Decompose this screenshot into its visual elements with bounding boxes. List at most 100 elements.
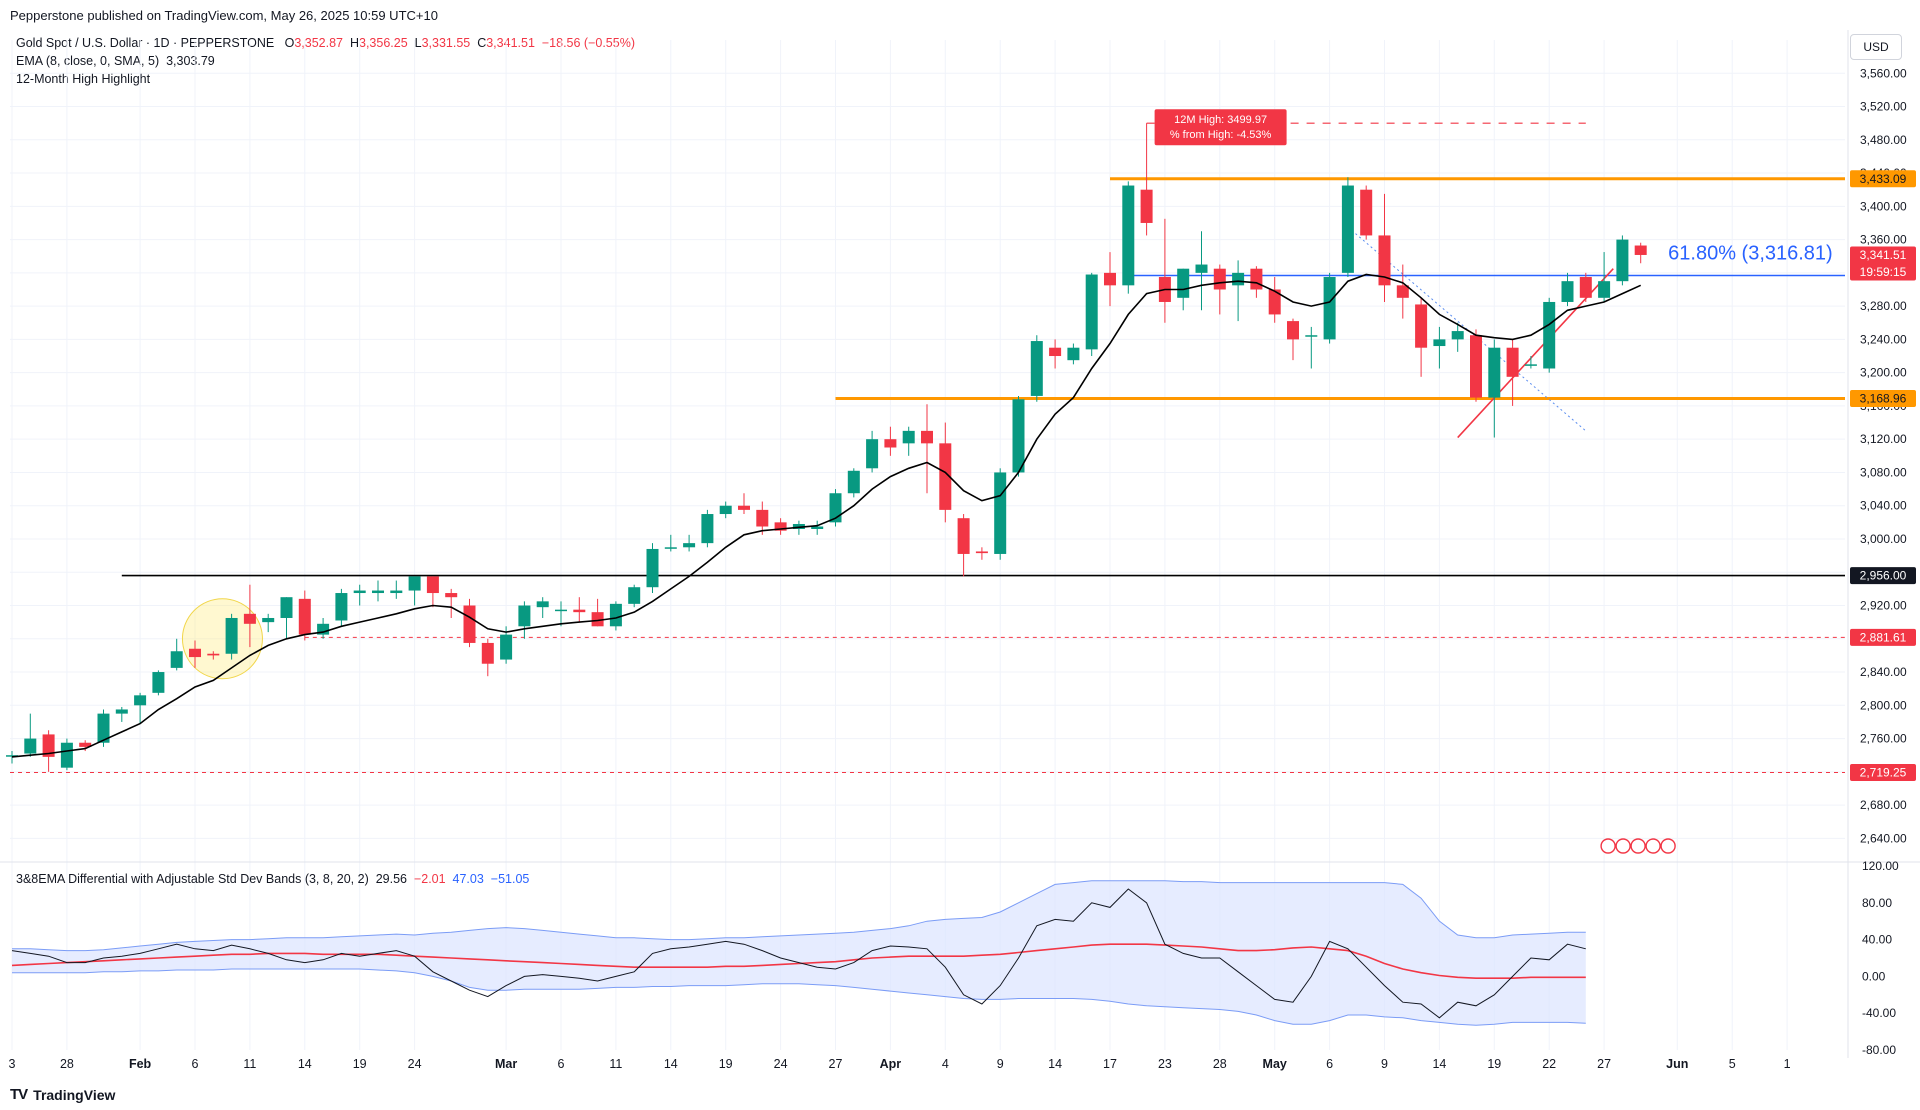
oscillator-name[interactable]: 3&8EMA Differential with Adjustable Std … [16,872,369,886]
candle-body [152,672,165,693]
differential-line [11,888,1586,1019]
high-annotation-line2: % from High: -4.53% [1170,129,1272,141]
oscillator-value-3: 47.03 [452,872,484,886]
candle-body [683,543,696,548]
candle-body [646,548,659,588]
candle-body [60,742,73,768]
candle-body [1122,185,1135,286]
candle [1213,264,1226,315]
candle [1012,395,1025,477]
candle-body [1341,185,1354,273]
ema-line [11,273,1642,758]
candle-body [243,613,256,624]
candle-body [957,518,970,554]
price-label: 2,719.25 [1850,763,1916,781]
candle-body [1287,321,1299,340]
price-labels: 3,433.09 3,341.51 19:59:15 3,168.96 2,956.00… [1850,170,1916,781]
candle-body [1104,272,1116,286]
price-label: 3,168.96 [1850,389,1916,407]
candle [1067,343,1080,365]
candle [1085,272,1098,357]
candle-body [1616,239,1629,282]
candle-body [1561,281,1574,302]
candle-body [463,605,476,643]
candle [1488,339,1501,438]
candle [152,670,165,696]
candle [555,601,567,627]
annotations: 12M High: 3499.97 % from High: -4.53% 61.8… [1154,109,1833,854]
price-label-box [1850,628,1916,646]
symbol-title[interactable]: Gold Spot / U.S. Dollar · 1D · PEPPERSTO… [16,36,275,50]
event-flag-icon [1630,838,1646,854]
candle [683,534,696,552]
chart-canvas[interactable]: 2,640.002,680.002,720.002,760.002,800.00… [0,0,1920,1080]
time-tick-label: 4 [942,1057,949,1071]
oscillator-legend: 3&8EMA Differential with Adjustable Std … [16,872,529,886]
high-annotation-box [1154,109,1287,146]
oscillator-axis: -80.00 -40.00 0.00 40.00 80.00 120.00 [1862,859,1899,1057]
price-label-box [1850,170,1916,188]
time-tick-label: May [1263,1057,1287,1071]
price-tick-label: 2,640.00 [1860,831,1907,845]
candle [1341,177,1354,278]
candle [1396,264,1409,319]
candle [481,638,494,677]
candle-body [573,609,586,613]
close-value: 3,341.51 [486,36,535,50]
time-tick-label: 1 [1784,1057,1791,1071]
candle-body [1268,289,1281,315]
ema-legend[interactable]: EMA (8, close, 0, SMA, 5) [16,54,160,68]
time-tick-label: 6 [1326,1057,1333,1071]
candle-body [134,695,147,706]
candle [1634,242,1647,264]
candle-body [902,430,915,444]
main-legend: Gold Spot / U.S. Dollar · 1D · PEPPERSTO… [16,34,635,88]
price-label: 3,433.09 [1850,170,1916,188]
candle [591,598,604,627]
candle-body [353,590,366,594]
open-value: 3,352.87 [294,36,344,50]
candle [1104,252,1116,307]
candle [1360,185,1373,240]
event-flag-icon [1645,838,1661,854]
candle [243,584,256,648]
candle [609,601,622,631]
candle-body [1506,347,1519,377]
candle-body [426,576,439,594]
candle [1470,329,1482,402]
candle [1598,252,1611,302]
currency-button[interactable]: USD [1850,34,1902,60]
footer-brand[interactable]: TV TradingView [10,1086,115,1103]
candle [1323,272,1336,344]
candle [738,493,750,515]
time-tick-label: Apr [880,1057,902,1071]
candle [957,514,970,577]
candle-body [42,734,55,757]
high-annotation-line1: 12M High: 3499.97 [1174,114,1267,126]
candle [628,584,641,608]
std-dev-band-fill [12,880,1586,1026]
candle [134,692,147,724]
mid-band-line [11,943,1586,980]
candle-body [189,648,201,658]
price-label-box [1850,246,1916,281]
candle [518,601,531,639]
candle [646,543,659,594]
candle [463,598,476,648]
time-tick-label: 23 [1158,1057,1172,1071]
candle-body [884,439,897,448]
price-tick-label: 3,520.00 [1860,100,1907,114]
candle-body [481,642,494,664]
candle-body [207,653,220,656]
price-label-text: 2,881.61 [1860,630,1907,644]
event-flag-icon [1615,838,1631,854]
candle [1140,123,1153,236]
highlight-legend[interactable]: 12-Month High Highlight [16,72,151,86]
candle [280,597,293,639]
close-label: C [477,36,487,50]
price-label: 2,956.00 [1850,567,1916,585]
time-tick-label: 24 [408,1057,422,1071]
price-label-box [1850,567,1916,585]
time-tick-label: 14 [298,1057,312,1071]
time-axis: 3 28 Feb 6 11 14 19 24 Mar 6 11 14 19 24 27 Apr 4 9 14 17 23… [9,1057,1791,1071]
